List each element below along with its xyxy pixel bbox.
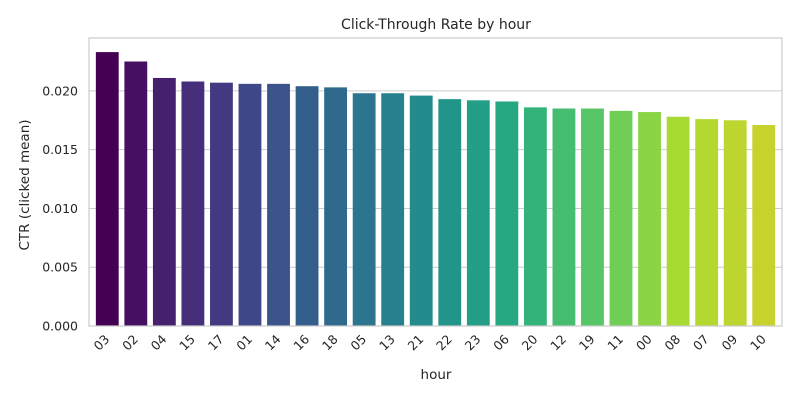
y-tick-label: 0.000 [42, 319, 78, 334]
bar-04 [152, 77, 176, 326]
x-tick-label: 04 [148, 331, 170, 353]
x-axis-label: hour [421, 367, 452, 383]
x-tick-label: 21 [404, 332, 426, 354]
x-tick-label: 08 [661, 331, 683, 353]
x-tick-label: 20 [519, 331, 541, 353]
bar-12 [552, 108, 576, 326]
x-tick-label: 05 [347, 332, 369, 354]
bar-16 [295, 86, 319, 326]
y-axis-label: CTR (clicked mean) [17, 119, 33, 250]
x-tick-label: 07 [690, 332, 712, 354]
x-tick-label: 00 [633, 331, 655, 353]
plot-area-frame [88, 37, 783, 327]
y-tick-label: 0.005 [42, 260, 78, 275]
x-tick-label: 11 [604, 332, 626, 354]
x-tick-label: 17 [205, 332, 227, 354]
x-tick-label: 23 [462, 332, 484, 354]
bar-21 [409, 95, 433, 326]
y-tick-label: 0.010 [42, 201, 78, 216]
x-tick-label: 19 [576, 331, 598, 353]
y-tick-label: 0.015 [42, 142, 78, 157]
y-tick-label: 0.020 [42, 83, 78, 98]
bar-23 [466, 100, 490, 327]
x-tick-label: 22 [433, 332, 455, 354]
bar-13 [381, 93, 405, 326]
bar-19 [581, 108, 604, 326]
bar-06 [495, 101, 519, 326]
x-tick-label: 02 [119, 332, 141, 354]
x-tick-label: 15 [176, 332, 198, 354]
x-tick-label: 10 [747, 331, 769, 353]
bars [95, 52, 776, 327]
x-tick-label: 14 [262, 331, 284, 353]
bar-07 [695, 119, 719, 327]
bar-14 [267, 83, 290, 326]
bar-11 [609, 110, 633, 327]
bar-15 [181, 81, 205, 326]
x-tick-label: 13 [376, 332, 398, 354]
bar-00 [638, 112, 661, 326]
bar-20 [523, 107, 547, 326]
x-tick-label: 01 [233, 332, 255, 354]
bar-05 [352, 93, 376, 326]
bar-03 [95, 52, 119, 327]
x-tick-label: 09 [718, 331, 740, 353]
bar-18 [324, 87, 348, 326]
bar-09 [723, 120, 747, 327]
x-tick-label: 18 [319, 331, 341, 353]
x-tick-label: 03 [91, 332, 113, 354]
chart-title: Click-Through Rate by hour [341, 17, 531, 33]
y-axis-ticks: 0.000 0.005 0.010 0.015 0.020 [42, 83, 78, 333]
bar-10 [752, 124, 776, 326]
x-axis-ticks: 03 02 04 15 17 01 14 16 18 05 13 21 22 23 06 20 12 19 11 00… [91, 331, 769, 353]
x-tick-label: 16 [290, 331, 312, 353]
bar-08 [666, 116, 690, 326]
x-tick-label: 12 [547, 332, 569, 354]
x-tick-label: 06 [490, 331, 512, 353]
bar-01 [238, 83, 262, 326]
bar-17 [210, 82, 233, 326]
bar-02 [124, 61, 148, 327]
bar-22 [438, 99, 462, 327]
